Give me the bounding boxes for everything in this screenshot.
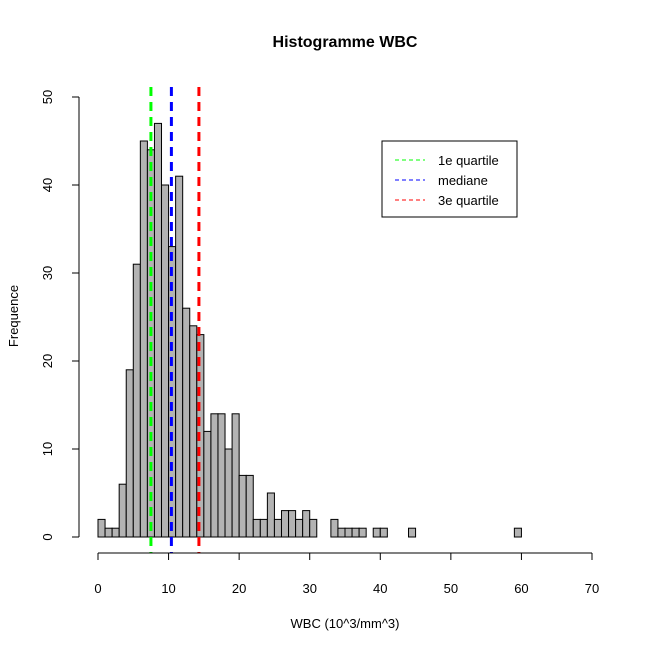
histogram-bar [153, 122, 163, 538]
histogram-bar [408, 527, 417, 538]
histogram-bar [379, 527, 388, 538]
histogram-bar [259, 518, 268, 538]
histogram-bar [372, 527, 381, 538]
quartile-lines [149, 87, 201, 553]
y-tick-label: 10 [40, 442, 55, 456]
histogram-bar [161, 184, 170, 538]
y-tick-label: 30 [40, 266, 55, 280]
histogram-bar [203, 430, 212, 538]
x-tick-label: 50 [444, 581, 458, 596]
x-tick-label: 0 [94, 581, 101, 596]
histogram-bar [238, 474, 247, 538]
y-tick-label: 20 [40, 354, 55, 368]
histogram-bar [337, 527, 346, 538]
y-axis: 0 10 20 30 40 50 [40, 90, 80, 541]
histogram-bar [189, 325, 198, 538]
histogram-bar [217, 413, 226, 538]
x-tick-label: 10 [161, 581, 175, 596]
legend-label: 1e quartile [438, 153, 499, 168]
x-axis: 0 10 20 30 40 50 60 70 [94, 552, 599, 596]
histogram-bar [288, 510, 297, 538]
histogram-bar [132, 263, 141, 538]
histogram-bar [513, 527, 522, 538]
legend-label: 3e quartile [438, 193, 499, 208]
x-axis-label: WBC (10^3/mm^3) [291, 616, 400, 631]
histogram-bar [351, 527, 360, 538]
y-axis-label: Frequence [6, 285, 21, 347]
histogram-bar [210, 413, 219, 538]
histogram-bar [111, 527, 120, 538]
legend: 1e quartile mediane 3e quartile [381, 140, 518, 218]
histogram-bar [344, 527, 353, 538]
histogram-bar [302, 510, 311, 538]
histogram-bar [231, 413, 240, 538]
histogram-bar [118, 483, 127, 538]
histogram-bar [104, 527, 113, 538]
histogram-bar [295, 518, 304, 538]
histogram-bar [97, 518, 106, 538]
y-tick-label: 40 [40, 178, 55, 192]
histogram-bars [97, 122, 522, 538]
chart-title: Histogramme WBC [273, 34, 418, 51]
legend-label: mediane [438, 173, 488, 188]
histogram-bar [266, 492, 275, 538]
x-tick-label: 40 [373, 581, 387, 596]
histogram-bar [175, 175, 184, 538]
histogram-bar [139, 140, 148, 538]
x-tick-label: 60 [514, 581, 528, 596]
histogram-bar [245, 474, 254, 538]
histogram-bar [273, 518, 282, 538]
histogram-bar [125, 369, 134, 538]
histogram-bar [224, 448, 233, 538]
histogram-bar [358, 527, 367, 538]
y-tick-label: 0 [40, 533, 55, 540]
histogram-bar [182, 307, 191, 538]
x-tick-label: 70 [585, 581, 599, 596]
legend-box [381, 140, 518, 218]
histogram-bar [309, 518, 318, 538]
x-tick-label: 30 [302, 581, 316, 596]
histogram-bar [330, 518, 339, 538]
histogram-bar [280, 510, 290, 538]
x-tick-label: 20 [232, 581, 246, 596]
y-tick-label: 50 [40, 90, 55, 104]
histogram-bar [252, 518, 261, 538]
